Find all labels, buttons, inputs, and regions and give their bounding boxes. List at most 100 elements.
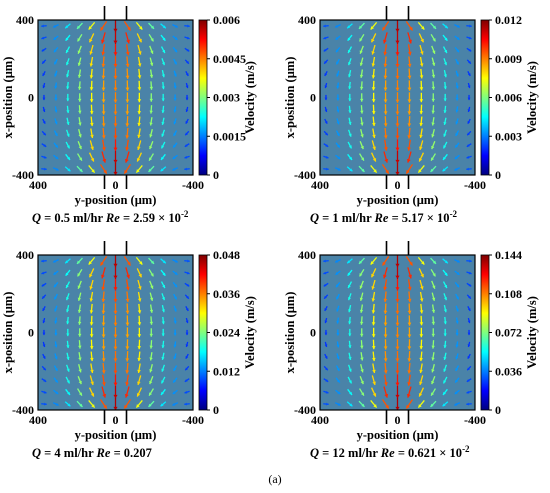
velocity-arrowhead xyxy=(65,25,69,29)
velocity-arrowhead xyxy=(66,321,70,325)
velocity-arrowhead xyxy=(325,144,329,147)
velocity-arrowhead xyxy=(53,49,57,53)
velocity-arrowhead xyxy=(149,309,154,313)
colorbar-tick-label: 0.144 xyxy=(495,248,522,262)
velocity-arrowhead xyxy=(383,370,388,374)
velocity-arrowhead xyxy=(444,37,448,41)
velocity-arrowhead xyxy=(383,358,388,362)
velocity-arrowhead xyxy=(349,156,352,160)
x-tick-label: -400 xyxy=(464,178,486,192)
velocity-arrowhead xyxy=(67,156,70,160)
velocity-arrowhead xyxy=(456,272,460,275)
colorbar-tick-label: 0.006 xyxy=(495,91,522,105)
velocity-arrowhead xyxy=(77,74,82,78)
velocity-arrowhead xyxy=(124,393,129,398)
velocity-arrowhead xyxy=(385,169,389,174)
velocity-arrowhead xyxy=(161,145,165,149)
velocity-arrowhead xyxy=(455,379,458,383)
velocity-arrowhead xyxy=(421,26,425,30)
velocity-arrowhead xyxy=(161,110,165,114)
velocity-arrowhead xyxy=(113,99,118,103)
velocity-arrowhead xyxy=(185,308,189,311)
velocity-arrowhead xyxy=(43,155,47,159)
velocity-arrowhead xyxy=(360,145,364,150)
velocity-arrowhead xyxy=(78,134,82,138)
velocity-arrowhead xyxy=(137,346,142,350)
velocity-arrowhead xyxy=(54,356,58,360)
velocity-arrowhead xyxy=(89,346,94,350)
velocity-arrowhead xyxy=(419,87,424,91)
velocity-arrowhead xyxy=(55,167,59,171)
velocity-arrowhead xyxy=(359,309,364,313)
velocity-arrowhead xyxy=(66,145,70,149)
velocity-arrowhead xyxy=(125,147,129,151)
velocity-arrowhead xyxy=(454,167,458,171)
colorbar-tick-label: 0.108 xyxy=(495,287,522,301)
velocity-arrowhead xyxy=(41,283,45,287)
velocity-arrowhead xyxy=(89,87,94,91)
quiver-panel-1: 400 0 -400 400 0 -400 y-position (μm) x-positio… xyxy=(0,2,265,227)
velocity-arrowhead xyxy=(77,297,82,301)
velocity-arrowhead xyxy=(443,321,447,325)
velocity-arrowhead xyxy=(443,356,447,360)
velocity-arrowhead xyxy=(371,99,376,103)
velocity-arrowhead xyxy=(186,295,189,299)
velocity-arrowhead xyxy=(149,86,154,90)
velocity-arrowhead xyxy=(371,63,376,67)
velocity-arrowhead xyxy=(323,271,327,275)
velocity-arrowhead xyxy=(468,36,472,40)
velocity-arrowhead xyxy=(149,297,154,301)
velocity-arrowhead xyxy=(160,168,164,172)
velocity-arrowhead xyxy=(431,380,435,385)
velocity-arrowhead xyxy=(371,75,376,79)
velocity-arrowhead xyxy=(149,62,154,66)
velocity-arrowhead xyxy=(395,147,400,152)
velocity-arrowhead xyxy=(371,51,375,55)
velocity-arrowhead xyxy=(336,109,340,113)
colorbar-tick-label: 0.012 xyxy=(213,364,240,378)
velocity-arrowhead xyxy=(383,274,387,279)
velocity-arrowhead xyxy=(408,39,412,44)
velocity-arrowhead xyxy=(53,259,57,263)
velocity-arrowhead xyxy=(90,122,94,127)
velocity-arrowhead xyxy=(101,370,106,374)
velocity-arrowhead xyxy=(395,382,400,387)
velocity-arrowhead xyxy=(185,367,188,371)
velocity-arrowhead xyxy=(409,261,413,266)
velocity-arrowhead xyxy=(432,25,437,29)
velocity-arrowhead xyxy=(335,37,339,40)
velocity-arrowhead xyxy=(138,273,142,278)
velocity-arrowhead xyxy=(431,62,436,66)
x-tick-label: 400 xyxy=(29,178,47,192)
x-axis-label: y-position (μm) xyxy=(75,193,157,207)
velocity-arrowhead xyxy=(466,402,469,406)
velocity-arrows xyxy=(323,19,472,176)
velocity-arrowhead xyxy=(359,74,364,78)
velocity-arrowhead xyxy=(360,157,364,161)
velocity-arrowhead xyxy=(372,134,376,139)
velocity-arrowhead xyxy=(336,296,339,300)
velocity-arrowhead xyxy=(383,87,388,91)
velocity-arrowhead xyxy=(90,357,94,362)
velocity-arrowhead xyxy=(55,402,59,406)
q-symbol: Q xyxy=(310,211,320,226)
velocity-arrowhead xyxy=(184,144,188,147)
velocity-arrowhead xyxy=(359,321,364,325)
velocity-arrowhead xyxy=(395,171,400,176)
plot-frame xyxy=(37,19,194,176)
velocity-arrowhead xyxy=(185,355,189,359)
velocity-arrowhead xyxy=(359,285,363,289)
velocity-arrowhead xyxy=(42,73,46,76)
velocity-arrowhead xyxy=(78,392,82,396)
velocity-arrowhead xyxy=(113,275,118,280)
velocity-arrowhead xyxy=(395,310,400,315)
velocity-arrowhead xyxy=(186,48,190,52)
velocity-arrowhead xyxy=(371,310,376,314)
velocity-arrowhead xyxy=(467,73,471,76)
velocity-arrowhead xyxy=(335,24,339,28)
velocity-arrowhead xyxy=(161,391,164,395)
velocity-arrowhead xyxy=(78,333,82,337)
velocity-arrowhead xyxy=(89,322,94,326)
